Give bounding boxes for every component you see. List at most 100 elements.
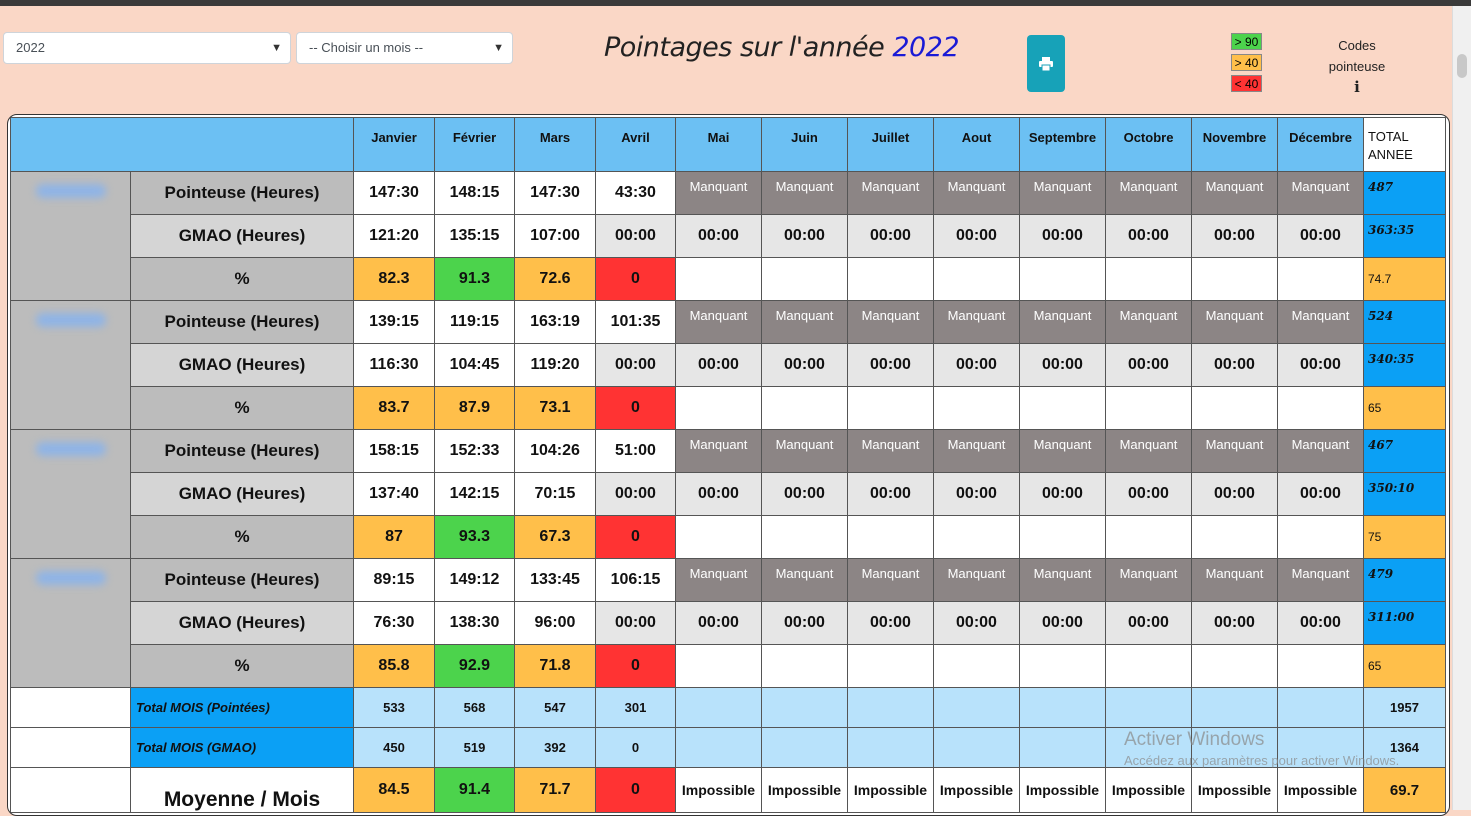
empty-cell <box>1277 515 1364 559</box>
pointeuse-value: 51:00 <box>595 429 676 473</box>
page-title: Pointages sur l'année 2022 <box>604 32 960 63</box>
gmao-value: 00:00 <box>1191 472 1278 516</box>
empty-cell <box>1191 515 1278 559</box>
empty-cell <box>1277 687 1364 728</box>
missing-value: Manquant <box>675 300 762 344</box>
total-pointeuse: 479 <box>1363 558 1446 602</box>
scrollbar-thumb[interactable] <box>1457 54 1467 78</box>
missing-value: Manquant <box>1277 429 1364 473</box>
gmao-value: 00:00 <box>847 214 934 258</box>
total-gmao-mois-value: 392 <box>514 727 596 768</box>
pointeuse-label: Pointeuse (Heures) <box>130 558 354 602</box>
empty-cell <box>847 386 934 430</box>
empty-cell <box>1277 644 1364 688</box>
empty-cell <box>761 687 848 728</box>
empty-cell <box>1191 257 1278 301</box>
gmao-value: 70:15 <box>514 472 596 516</box>
missing-value: Manquant <box>933 558 1020 602</box>
table-row: GMAO (Heures) 137:40 142:15 70:15 00:00 00:00… <box>11 472 1446 516</box>
empty-cell <box>1105 386 1192 430</box>
missing-value: Manquant <box>1105 300 1192 344</box>
gmao-label: GMAO (Heures) <box>130 601 354 645</box>
pointeuse-label: Pointeuse (Heures) <box>130 429 354 473</box>
table-row: GMAO (Heures) 121:20 135:15 107:00 00:00 00:0… <box>11 214 1446 258</box>
impossible-value: Impossible <box>1277 767 1364 813</box>
missing-value: Manquant <box>761 300 848 344</box>
total-pct: 75 <box>1363 515 1446 559</box>
page-title-text: Pointages sur l'année <box>604 32 893 63</box>
total-pct: 65 <box>1363 644 1446 688</box>
empty-cell <box>1105 257 1192 301</box>
total-gmao-mois-value: 0 <box>595 727 676 768</box>
total-head-line-1: TOTAL <box>1368 129 1409 144</box>
total-pointeuse: 487 <box>1363 171 1446 215</box>
gmao-label: GMAO (Heures) <box>130 472 354 516</box>
pointeuse-value: 148:15 <box>434 171 515 215</box>
gmao-value: 00:00 <box>1105 472 1192 516</box>
empty-cell <box>675 644 762 688</box>
month-select-placeholder: -- Choisir un mois -- <box>309 40 424 55</box>
moyenne-value: 91.4 <box>434 767 515 813</box>
pointeuse-value: 89:15 <box>353 558 435 602</box>
employee-name-blurred <box>35 442 106 456</box>
scrollbar[interactable] <box>1452 6 1471 810</box>
pointeuse-value: 119:15 <box>434 300 515 344</box>
impossible-value: Impossible <box>675 767 762 813</box>
missing-value: Manquant <box>761 429 848 473</box>
total-pct: 74.7 <box>1363 257 1446 301</box>
pct-value: 67.3 <box>514 515 596 559</box>
gmao-value: 00:00 <box>761 472 848 516</box>
table-row: Pointeuse (Heures) 89:15 149:12 133:45 106:1… <box>10 558 1446 688</box>
gmao-value: 00:00 <box>595 214 676 258</box>
total-gmao: 311:00 <box>1363 601 1446 645</box>
attendance-table-container: Janvier Février Mars Avril Mai Juin Juillet Aou… <box>7 114 1450 816</box>
empty-cell <box>675 515 762 559</box>
month-header: Juin <box>761 117 848 172</box>
pct-value: 0 <box>595 515 676 559</box>
month-header: Octobre <box>1105 117 1192 172</box>
month-select[interactable]: -- Choisir un mois -- ▼ <box>296 32 513 64</box>
total-gmao-mois-value: 519 <box>434 727 515 768</box>
legend-item: > 40 <box>1231 54 1262 71</box>
gmao-value: 00:00 <box>847 601 934 645</box>
gmao-value: 00:00 <box>675 472 762 516</box>
month-header: Aout <box>933 117 1020 172</box>
total-pointeuse: 524 <box>1363 300 1446 344</box>
gmao-value: 107:00 <box>514 214 596 258</box>
month-header: Mai <box>675 117 762 172</box>
missing-value: Manquant <box>1019 300 1106 344</box>
info-icon[interactable]: i <box>1354 78 1360 96</box>
codes-pointeuse-link[interactable]: Codes pointeuse i <box>1318 35 1396 98</box>
empty-cell <box>847 644 934 688</box>
gmao-value: 00:00 <box>1019 343 1106 387</box>
gmao-value: 00:00 <box>595 343 676 387</box>
total-gmao-mois-label: Total MOIS (GMAO) <box>130 727 354 768</box>
pointeuse-value: 149:12 <box>434 558 515 602</box>
missing-value: Manquant <box>1277 558 1364 602</box>
gmao-value: 00:00 <box>1019 472 1106 516</box>
gmao-value: 116:30 <box>353 343 435 387</box>
gmao-value: 76:30 <box>353 601 435 645</box>
empty-cell <box>761 515 848 559</box>
window-top-bar <box>0 0 1471 6</box>
empty-cell <box>10 767 131 813</box>
gmao-label: GMAO (Heures) <box>130 214 354 258</box>
total-gmao-mois-total: 1364 <box>1363 727 1446 768</box>
year-select[interactable]: 2022 ▼ <box>3 32 291 64</box>
pointeuse-value: 158:15 <box>353 429 435 473</box>
moyenne-total: 69.7 <box>1363 767 1446 813</box>
empty-cell <box>1277 257 1364 301</box>
print-button[interactable] <box>1027 35 1065 92</box>
empty-cell <box>1191 687 1278 728</box>
empty-cell <box>1105 687 1192 728</box>
pct-value: 87 <box>353 515 435 559</box>
gmao-value: 137:40 <box>353 472 435 516</box>
moyenne-value: 84.5 <box>353 767 435 813</box>
empty-cell <box>10 727 131 768</box>
empty-cell <box>933 727 1020 768</box>
gmao-value: 00:00 <box>1105 343 1192 387</box>
employee-name-cell <box>10 558 131 688</box>
legend-item: < 40 <box>1231 75 1262 92</box>
empty-cell <box>675 727 762 768</box>
pointeuse-value: 104:26 <box>514 429 596 473</box>
